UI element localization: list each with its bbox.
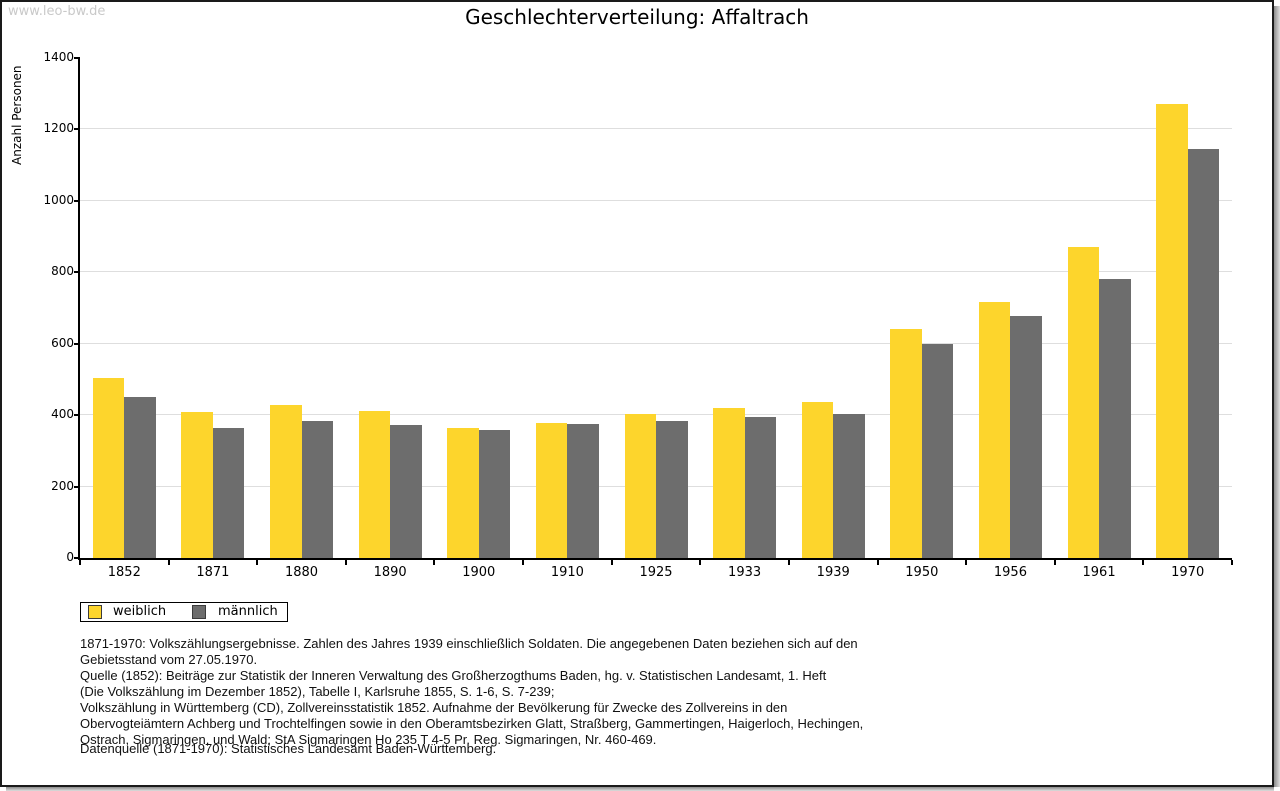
bar-weiblich-1871	[181, 412, 213, 558]
y-axis-tick	[74, 57, 80, 59]
plot-area	[78, 58, 1232, 560]
bar-weiblich-1880	[270, 405, 302, 558]
legend-swatch-maennlich	[192, 605, 206, 619]
y-axis-tick	[74, 128, 80, 131]
bar-weiblich-1961	[1067, 246, 1100, 558]
gridline	[80, 342, 1232, 344]
bar-männlich-1961	[1099, 279, 1131, 558]
y-axis-label: Anzahl Personen	[10, 65, 24, 165]
gridline	[80, 414, 1232, 416]
y-tick-label: 1400	[43, 50, 74, 64]
x-category-label: 1900	[462, 565, 496, 580]
x-axis-tick	[699, 560, 701, 565]
footnote-line: Quelle (1852): Beiträge zur Statistik de…	[80, 668, 827, 683]
legend-swatch-weiblich	[88, 605, 102, 619]
bar-männlich-1871	[212, 428, 245, 558]
x-category-label: 1939	[816, 565, 850, 580]
bar-weiblich-1925	[624, 414, 656, 558]
x-axis-tick	[522, 560, 524, 565]
bar-männlich-1970	[1187, 149, 1220, 558]
y-tick-label: 0	[66, 550, 74, 564]
x-axis-tick	[611, 560, 613, 565]
x-category-label: 1933	[728, 565, 762, 580]
gridline	[80, 199, 1232, 201]
x-axis-tick	[877, 560, 879, 565]
x-category-label: 1871	[196, 565, 230, 580]
legend-label-weiblich: weiblich	[113, 604, 167, 619]
y-axis-tick	[74, 414, 80, 417]
x-axis-tick	[1231, 560, 1233, 565]
bar-weiblich-1950	[890, 329, 922, 558]
x-category-label: 1880	[284, 565, 319, 580]
y-axis-tick	[74, 342, 80, 345]
y-axis-tick	[74, 485, 80, 488]
gridline	[80, 128, 1232, 130]
bar-weiblich-1910	[535, 423, 568, 558]
legend-label-maennlich: männlich	[218, 604, 278, 619]
bar-männlich-1925	[656, 420, 688, 558]
y-tick-label: 1200	[43, 121, 74, 136]
bar-weiblich-1852	[92, 377, 125, 558]
bar-weiblich-1939	[801, 401, 834, 558]
footnote-line: (Die Volkszählung im Dezember 1852), Tab…	[80, 684, 555, 699]
bar-männlich-1950	[921, 344, 954, 558]
legend: weiblich männlich	[80, 602, 288, 622]
x-axis-tick	[256, 560, 258, 565]
bar-männlich-1910	[567, 424, 599, 558]
y-axis-tick	[74, 199, 80, 202]
data-source-line: Datenquelle (1871-1970): Statistisches L…	[80, 741, 497, 756]
x-axis-tick	[345, 560, 347, 565]
x-axis-tick	[168, 560, 170, 565]
footnote-line: Volkszählung in Württemberg (CD), Zollve…	[80, 700, 788, 715]
x-category-label: 1956	[993, 565, 1027, 580]
y-tick-label: 600	[51, 335, 74, 350]
bar-männlich-1956	[1010, 315, 1042, 558]
y-tick-label: 1000	[43, 192, 74, 207]
x-axis-tick	[1054, 560, 1056, 565]
x-category-label: 1925	[639, 565, 673, 580]
bar-männlich-1852	[124, 397, 156, 558]
bar-weiblich-1900	[447, 428, 479, 558]
gridline	[80, 271, 1232, 273]
x-category-label: 1950	[905, 565, 939, 580]
x-axis-tick	[788, 560, 790, 565]
bar-weiblich-1970	[1156, 103, 1188, 558]
footnote-line: Ostrach, Sigmaringen, und Wald; StA Sigm…	[80, 732, 657, 747]
y-axis-tick	[74, 271, 80, 274]
y-tick-label: 200	[51, 478, 74, 493]
x-axis-tick	[965, 560, 967, 565]
bar-weiblich-1933	[713, 408, 745, 558]
page-title: Geschlechterverteilung: Affaltrach	[465, 5, 809, 29]
bar-männlich-1939	[833, 414, 865, 558]
y-axis-tick	[74, 557, 80, 559]
bar-männlich-1890	[390, 425, 422, 558]
x-axis-tick	[1142, 560, 1144, 565]
bar-männlich-1900	[478, 430, 511, 558]
x-category-label: 1890	[373, 565, 407, 580]
x-axis-tick	[433, 560, 435, 565]
frame-shadow-bottom	[6, 787, 1274, 791]
footnote-line: Gebietsstand vom 27.05.1970.	[80, 652, 258, 667]
x-category-label: 1852	[107, 565, 141, 580]
x-axis-tick	[79, 560, 81, 565]
frame-shadow-right	[1274, 6, 1280, 787]
x-category-label: 1961	[1082, 565, 1116, 580]
bar-männlich-1933	[744, 416, 777, 558]
footnote-block: 1871-1970: Volkszählungsergebnisse. Zahl…	[80, 636, 863, 748]
bar-weiblich-1956	[978, 301, 1011, 558]
x-category-label: 1970	[1171, 565, 1205, 580]
watermark: www.leo-bw.de	[8, 4, 106, 19]
footnote-line: Obervogteiämtern Achberg und Trochtelfin…	[80, 716, 864, 731]
bar-männlich-1880	[301, 420, 334, 558]
y-tick-label: 400	[51, 407, 74, 422]
footnote-line: 1871-1970: Volkszählungsergebnisse. Zahl…	[80, 636, 858, 651]
x-category-label: 1910	[550, 565, 584, 580]
bar-weiblich-1890	[358, 411, 391, 558]
y-tick-label: 800	[51, 264, 74, 279]
